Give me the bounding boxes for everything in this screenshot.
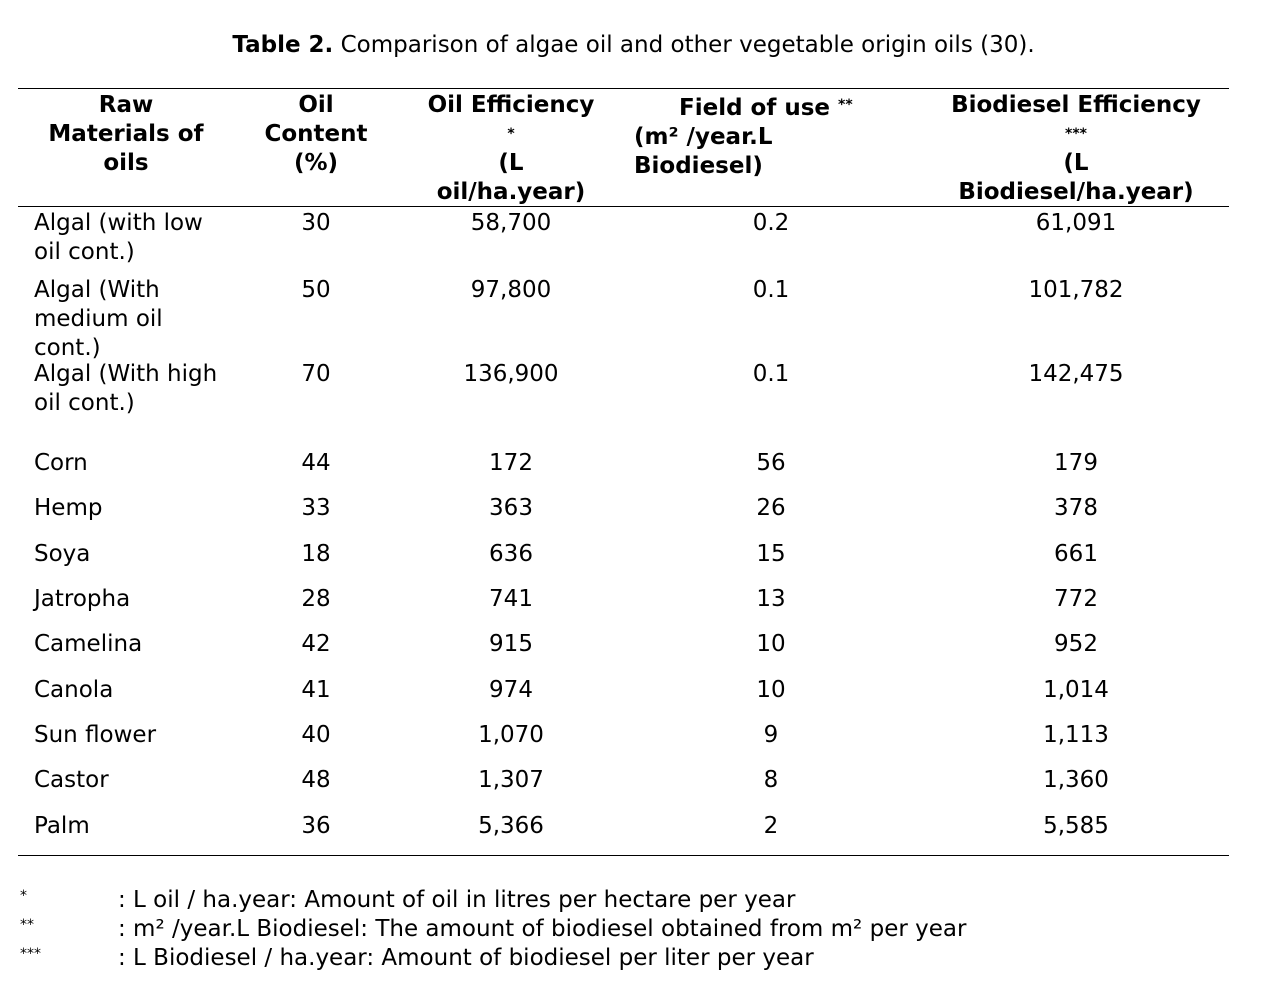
footnote-mark-3: ***: [20, 946, 41, 962]
row-3-raw-material: Corn: [34, 450, 88, 476]
row-1-oil-content: 50: [301, 277, 331, 303]
row-2-bio-eff: 142,475: [1028, 361, 1124, 387]
row-6-oil-content: 28: [301, 586, 331, 612]
row-5-field: 15: [756, 541, 786, 567]
row-4-bio-eff: 378: [1054, 495, 1098, 521]
row-8-raw-material: Canola: [34, 677, 114, 703]
bottom-rule: [18, 855, 1229, 856]
row-6-raw-material: Jatropha: [34, 586, 131, 612]
row-4-oil-content: 33: [301, 495, 331, 521]
table-caption: Table 2. Comparison of algae oil and oth…: [0, 32, 1267, 58]
row-5-oil-eff: 636: [489, 541, 533, 567]
row-8-oil-eff: 974: [489, 677, 533, 703]
row-5-bio-eff: 661: [1054, 541, 1098, 567]
footnote-text-1: : L oil / ha.year: Amount of oil in litr…: [118, 887, 796, 913]
row-6-field: 13: [756, 586, 786, 612]
row-10-field: 8: [763, 767, 779, 793]
row-6-oil-eff: 741: [489, 586, 533, 612]
row-2-oil-eff: 136,900: [463, 361, 559, 387]
row-10-raw-material: Castor: [34, 767, 109, 793]
footnote-mark-2: **: [20, 917, 34, 933]
footnote-text-3: : L Biodiesel / ha.year: Amount of biodi…: [118, 945, 814, 971]
row-3-oil-eff: 172: [489, 450, 533, 476]
row-3-oil-content: 44: [301, 450, 331, 476]
row-11-bio-eff: 5,585: [1043, 813, 1109, 839]
header-field-of-use: Field of use ** (m² /year.L Biodiesel): [634, 95, 853, 179]
row-7-field: 10: [756, 631, 786, 657]
row-9-oil-eff: 1,070: [478, 722, 544, 748]
top-rule: [18, 88, 1229, 89]
row-1-oil-eff: 97,800: [470, 277, 552, 303]
row-11-raw-material: Palm: [34, 813, 90, 839]
row-0-oil-content: 30: [301, 210, 331, 236]
header-biodiesel-efficiency: Biodiesel Efficiency *** (L Biodiesel/ha…: [951, 92, 1201, 205]
row-11-oil-eff: 5,366: [478, 813, 544, 839]
row-7-raw-material: Camelina: [34, 631, 143, 657]
row-2-field: 0.1: [752, 361, 790, 387]
caption-label: Table 2.: [232, 32, 334, 58]
row-7-bio-eff: 952: [1054, 631, 1098, 657]
row-4-field: 26: [756, 495, 786, 521]
row-7-oil-eff: 915: [489, 631, 533, 657]
row-5-raw-material: Soya: [34, 541, 91, 567]
header-oil-content: Oil Content (%): [264, 92, 368, 176]
row-1-raw-material: Algal (With medium oil cont.): [34, 277, 163, 361]
row-2-raw-material: Algal (With high oil cont.): [34, 361, 218, 416]
row-0-bio-eff: 61,091: [1035, 210, 1117, 236]
row-9-bio-eff: 1,113: [1043, 722, 1109, 748]
row-8-oil-content: 41: [301, 677, 331, 703]
row-0-oil-eff: 58,700: [470, 210, 552, 236]
row-9-field: 9: [763, 722, 779, 748]
row-10-oil-eff: 1,307: [478, 767, 544, 793]
row-2-oil-content: 70: [301, 361, 331, 387]
row-8-field: 10: [756, 677, 786, 703]
row-3-field: 56: [756, 450, 786, 476]
row-9-raw-material: Sun flower: [34, 722, 157, 748]
row-1-bio-eff: 101,782: [1028, 277, 1124, 303]
caption-text: Comparison of algae oil and other vegeta…: [333, 32, 1035, 58]
footnote-mark-1: *: [20, 888, 27, 904]
row-0-raw-material: Algal (with low oil cont.): [34, 210, 203, 265]
header-raw-materials: Raw Materials of oils: [48, 92, 204, 176]
row-0-field: 0.2: [752, 210, 790, 236]
row-10-oil-content: 48: [301, 767, 331, 793]
footnote-text-2: : m² /year.L Biodiesel: The amount of bi…: [118, 916, 967, 942]
row-8-bio-eff: 1,014: [1043, 677, 1109, 703]
row-11-oil-content: 36: [301, 813, 331, 839]
row-7-oil-content: 42: [301, 631, 331, 657]
row-6-bio-eff: 772: [1054, 586, 1098, 612]
row-1-field: 0.1: [752, 277, 790, 303]
row-3-bio-eff: 179: [1054, 450, 1098, 476]
row-4-raw-material: Hemp: [34, 495, 103, 521]
row-9-oil-content: 40: [301, 722, 331, 748]
header-oil-efficiency: Oil Efficiency * (L oil/ha.year): [427, 92, 595, 205]
row-4-oil-eff: 363: [489, 495, 533, 521]
row-10-bio-eff: 1,360: [1043, 767, 1109, 793]
row-11-field: 2: [763, 813, 779, 839]
row-5-oil-content: 18: [301, 541, 331, 567]
header-rule: [18, 206, 1229, 207]
